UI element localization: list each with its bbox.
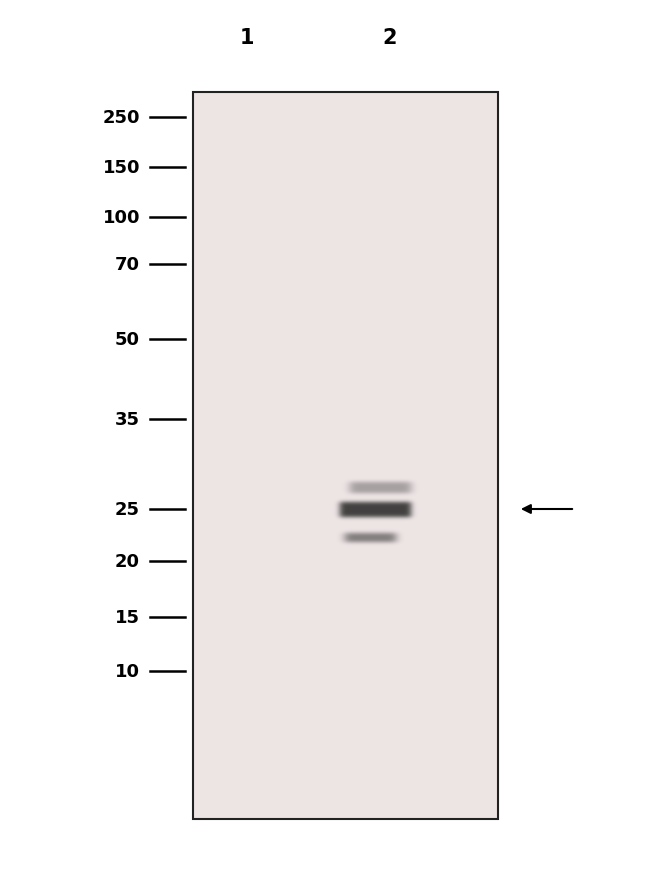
Text: 10: 10: [115, 662, 140, 680]
Text: 250: 250: [103, 109, 140, 127]
Text: 50: 50: [115, 330, 140, 348]
Text: 20: 20: [115, 553, 140, 570]
Text: 35: 35: [115, 410, 140, 428]
Text: 150: 150: [103, 159, 140, 176]
Text: 1: 1: [240, 28, 254, 48]
Text: 2: 2: [383, 28, 397, 48]
Bar: [193, 93, 498, 819]
Text: 70: 70: [115, 255, 140, 274]
Text: 100: 100: [103, 209, 140, 227]
Text: 25: 25: [115, 501, 140, 519]
Text: 15: 15: [115, 608, 140, 627]
